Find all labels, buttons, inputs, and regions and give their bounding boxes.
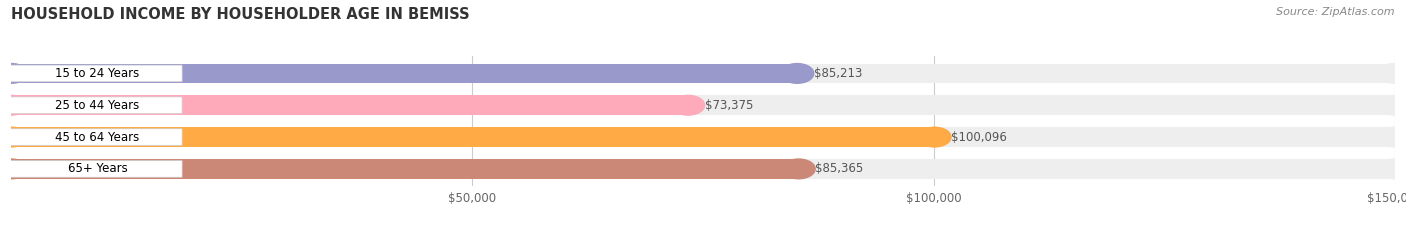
Ellipse shape — [0, 64, 28, 83]
Text: 45 to 64 Years: 45 to 64 Years — [55, 130, 139, 144]
FancyBboxPatch shape — [3, 65, 183, 82]
Ellipse shape — [1378, 64, 1406, 83]
Ellipse shape — [672, 95, 704, 115]
Ellipse shape — [780, 64, 814, 83]
Bar — [11, 95, 1395, 115]
FancyBboxPatch shape — [3, 161, 183, 177]
FancyBboxPatch shape — [3, 97, 183, 113]
Ellipse shape — [0, 95, 28, 115]
Ellipse shape — [1378, 127, 1406, 147]
Bar — [11, 127, 935, 147]
Ellipse shape — [918, 127, 950, 147]
Bar — [11, 95, 688, 115]
Ellipse shape — [0, 127, 28, 147]
Bar — [11, 64, 1395, 83]
Text: 65+ Years: 65+ Years — [67, 162, 128, 175]
Bar — [11, 159, 1395, 179]
Text: $85,365: $85,365 — [815, 162, 863, 175]
Bar — [11, 64, 797, 83]
Text: $100,096: $100,096 — [950, 130, 1007, 144]
Bar — [11, 127, 1395, 147]
Text: $85,213: $85,213 — [814, 67, 862, 80]
Text: Source: ZipAtlas.com: Source: ZipAtlas.com — [1277, 7, 1395, 17]
FancyBboxPatch shape — [3, 129, 183, 145]
Text: 25 to 44 Years: 25 to 44 Years — [55, 99, 139, 112]
Bar — [11, 159, 799, 179]
Ellipse shape — [1378, 95, 1406, 115]
Text: 15 to 24 Years: 15 to 24 Years — [55, 67, 139, 80]
Text: $73,375: $73,375 — [704, 99, 754, 112]
Text: HOUSEHOLD INCOME BY HOUSEHOLDER AGE IN BEMISS: HOUSEHOLD INCOME BY HOUSEHOLDER AGE IN B… — [11, 7, 470, 22]
Ellipse shape — [1378, 159, 1406, 179]
Ellipse shape — [0, 159, 28, 179]
Ellipse shape — [782, 159, 815, 179]
